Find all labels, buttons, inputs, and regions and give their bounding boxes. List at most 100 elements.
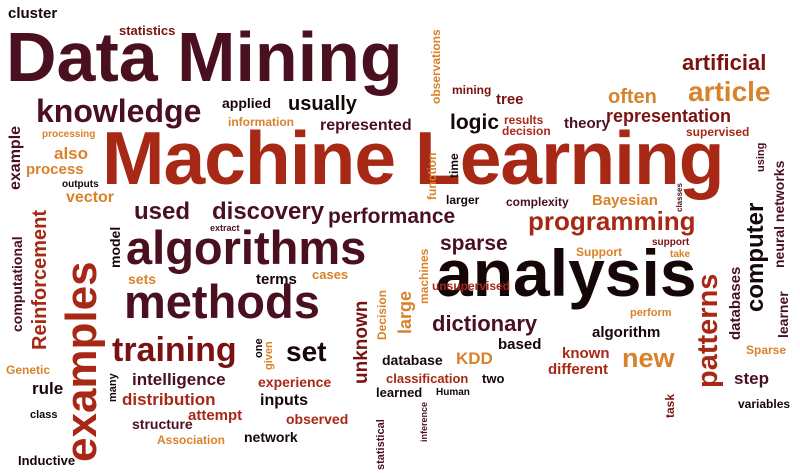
word-computer: computer <box>742 202 769 312</box>
word-class: class <box>30 409 58 421</box>
word-methods: methods <box>124 275 320 328</box>
word-different: different <box>548 361 608 378</box>
word-algorithms: algorithms <box>126 221 367 274</box>
word-performance: performance <box>328 205 456 228</box>
word-databases: databases <box>727 266 744 340</box>
word-network: network <box>244 429 298 445</box>
word-kdd: KDD <box>456 349 493 368</box>
word-model: model <box>107 226 123 268</box>
word-database: database <box>382 352 443 368</box>
word-bayesian: Bayesian <box>592 192 658 209</box>
word-theory: theory <box>564 115 610 132</box>
word-dictionary: dictionary <box>432 311 538 336</box>
word-classification: classification <box>386 371 469 386</box>
word-supervised: supervised <box>686 125 750 139</box>
word-article: article <box>688 76 771 107</box>
word-algorithm: algorithm <box>592 324 661 341</box>
word-artificial: artificial <box>682 50 767 75</box>
word-genetic: Genetic <box>6 363 51 377</box>
word-sparse-capital: Sparse <box>746 343 787 357</box>
word-based: based <box>498 336 542 353</box>
word-computational: computational <box>9 236 25 332</box>
word-large: large <box>395 290 415 334</box>
word-extract: extract <box>210 223 240 233</box>
word-inductive: Inductive <box>18 453 76 468</box>
word-new: new <box>622 343 675 373</box>
word-known: known <box>562 345 610 362</box>
word-association: Association <box>157 433 226 447</box>
word-data-mining: Data Mining <box>6 18 403 96</box>
word-analysis: analysis <box>436 236 697 310</box>
word-representation: representation <box>606 106 732 126</box>
word-discovery: discovery <box>212 198 325 225</box>
word-unknown: unknown <box>351 300 372 384</box>
word-programming: programming <box>528 206 696 236</box>
word-inference: inference <box>419 401 429 442</box>
word-one: one <box>253 338 265 358</box>
word-using: using <box>755 142 767 172</box>
word-neural-networks: neural networks <box>771 160 787 268</box>
word-cases: cases <box>312 267 349 282</box>
word-experience: experience <box>258 374 332 390</box>
word-take: take <box>670 249 691 260</box>
word-two: two <box>482 371 505 386</box>
word-outputs: outputs <box>62 179 99 190</box>
word-reinforcement: Reinforcement <box>29 209 51 350</box>
word-inputs: inputs <box>260 392 308 409</box>
word-training: training <box>112 331 237 369</box>
word-sets: sets <box>128 271 157 287</box>
word-rule: rule <box>32 379 64 398</box>
word-step: step <box>734 369 769 388</box>
word-process: process <box>26 161 84 178</box>
word-represented: represented <box>320 117 412 134</box>
word-complexity: complexity <box>506 195 569 209</box>
word-learner: learner <box>775 291 791 338</box>
word-task: task <box>663 393 677 418</box>
word-statistical: statistical <box>375 419 387 470</box>
word-terms: terms <box>256 271 297 288</box>
word-given: given <box>263 341 275 370</box>
word-example: example <box>7 125 24 190</box>
word-variables: variables <box>738 397 791 411</box>
word-mining: mining <box>452 83 492 97</box>
word-machine-learning: Machine Learning <box>102 116 725 200</box>
word-time: time <box>447 153 461 178</box>
word-distribution: distribution <box>122 390 216 409</box>
word-observations: observations <box>429 29 443 104</box>
word-support: support <box>652 237 690 248</box>
word-classes: classes <box>675 183 684 212</box>
word-learned: learned <box>376 385 423 400</box>
word-machines: machines <box>417 248 431 304</box>
word-cluster: cluster <box>8 5 58 22</box>
word-structure: structure <box>132 416 193 432</box>
word-information: information <box>228 115 294 129</box>
word-logic: logic <box>450 111 500 134</box>
word-usually: usually <box>288 93 357 115</box>
word-statistics: statistics <box>119 23 176 38</box>
word-applied: applied <box>222 95 272 111</box>
word-used: used <box>134 198 191 225</box>
word-many: many <box>107 373 119 402</box>
word-attempt: attempt <box>188 407 243 424</box>
word-human: Human <box>436 387 470 398</box>
word-knowledge: knowledge <box>36 93 202 129</box>
word-set: set <box>286 336 327 367</box>
word-also: also <box>54 144 89 163</box>
word-patterns: patterns <box>692 273 724 388</box>
word-processing: processing <box>42 129 96 140</box>
word-decision-rotated: Decision <box>375 289 389 340</box>
word-intelligence: intelligence <box>132 370 226 389</box>
word-tree: tree <box>496 91 524 108</box>
word-larger: larger <box>446 193 480 207</box>
word-sparse: sparse <box>440 232 508 255</box>
word-vector: vector <box>66 189 115 206</box>
word-perform: perform <box>630 307 672 319</box>
word-often: often <box>608 86 657 108</box>
word-function: function <box>425 152 439 200</box>
word-observed: observed <box>286 411 349 427</box>
word-decision: decision <box>502 124 551 138</box>
word-unsupervised: unsupervised <box>432 279 511 293</box>
word-support-capital: Support <box>576 245 622 259</box>
word-results: results <box>504 113 544 127</box>
